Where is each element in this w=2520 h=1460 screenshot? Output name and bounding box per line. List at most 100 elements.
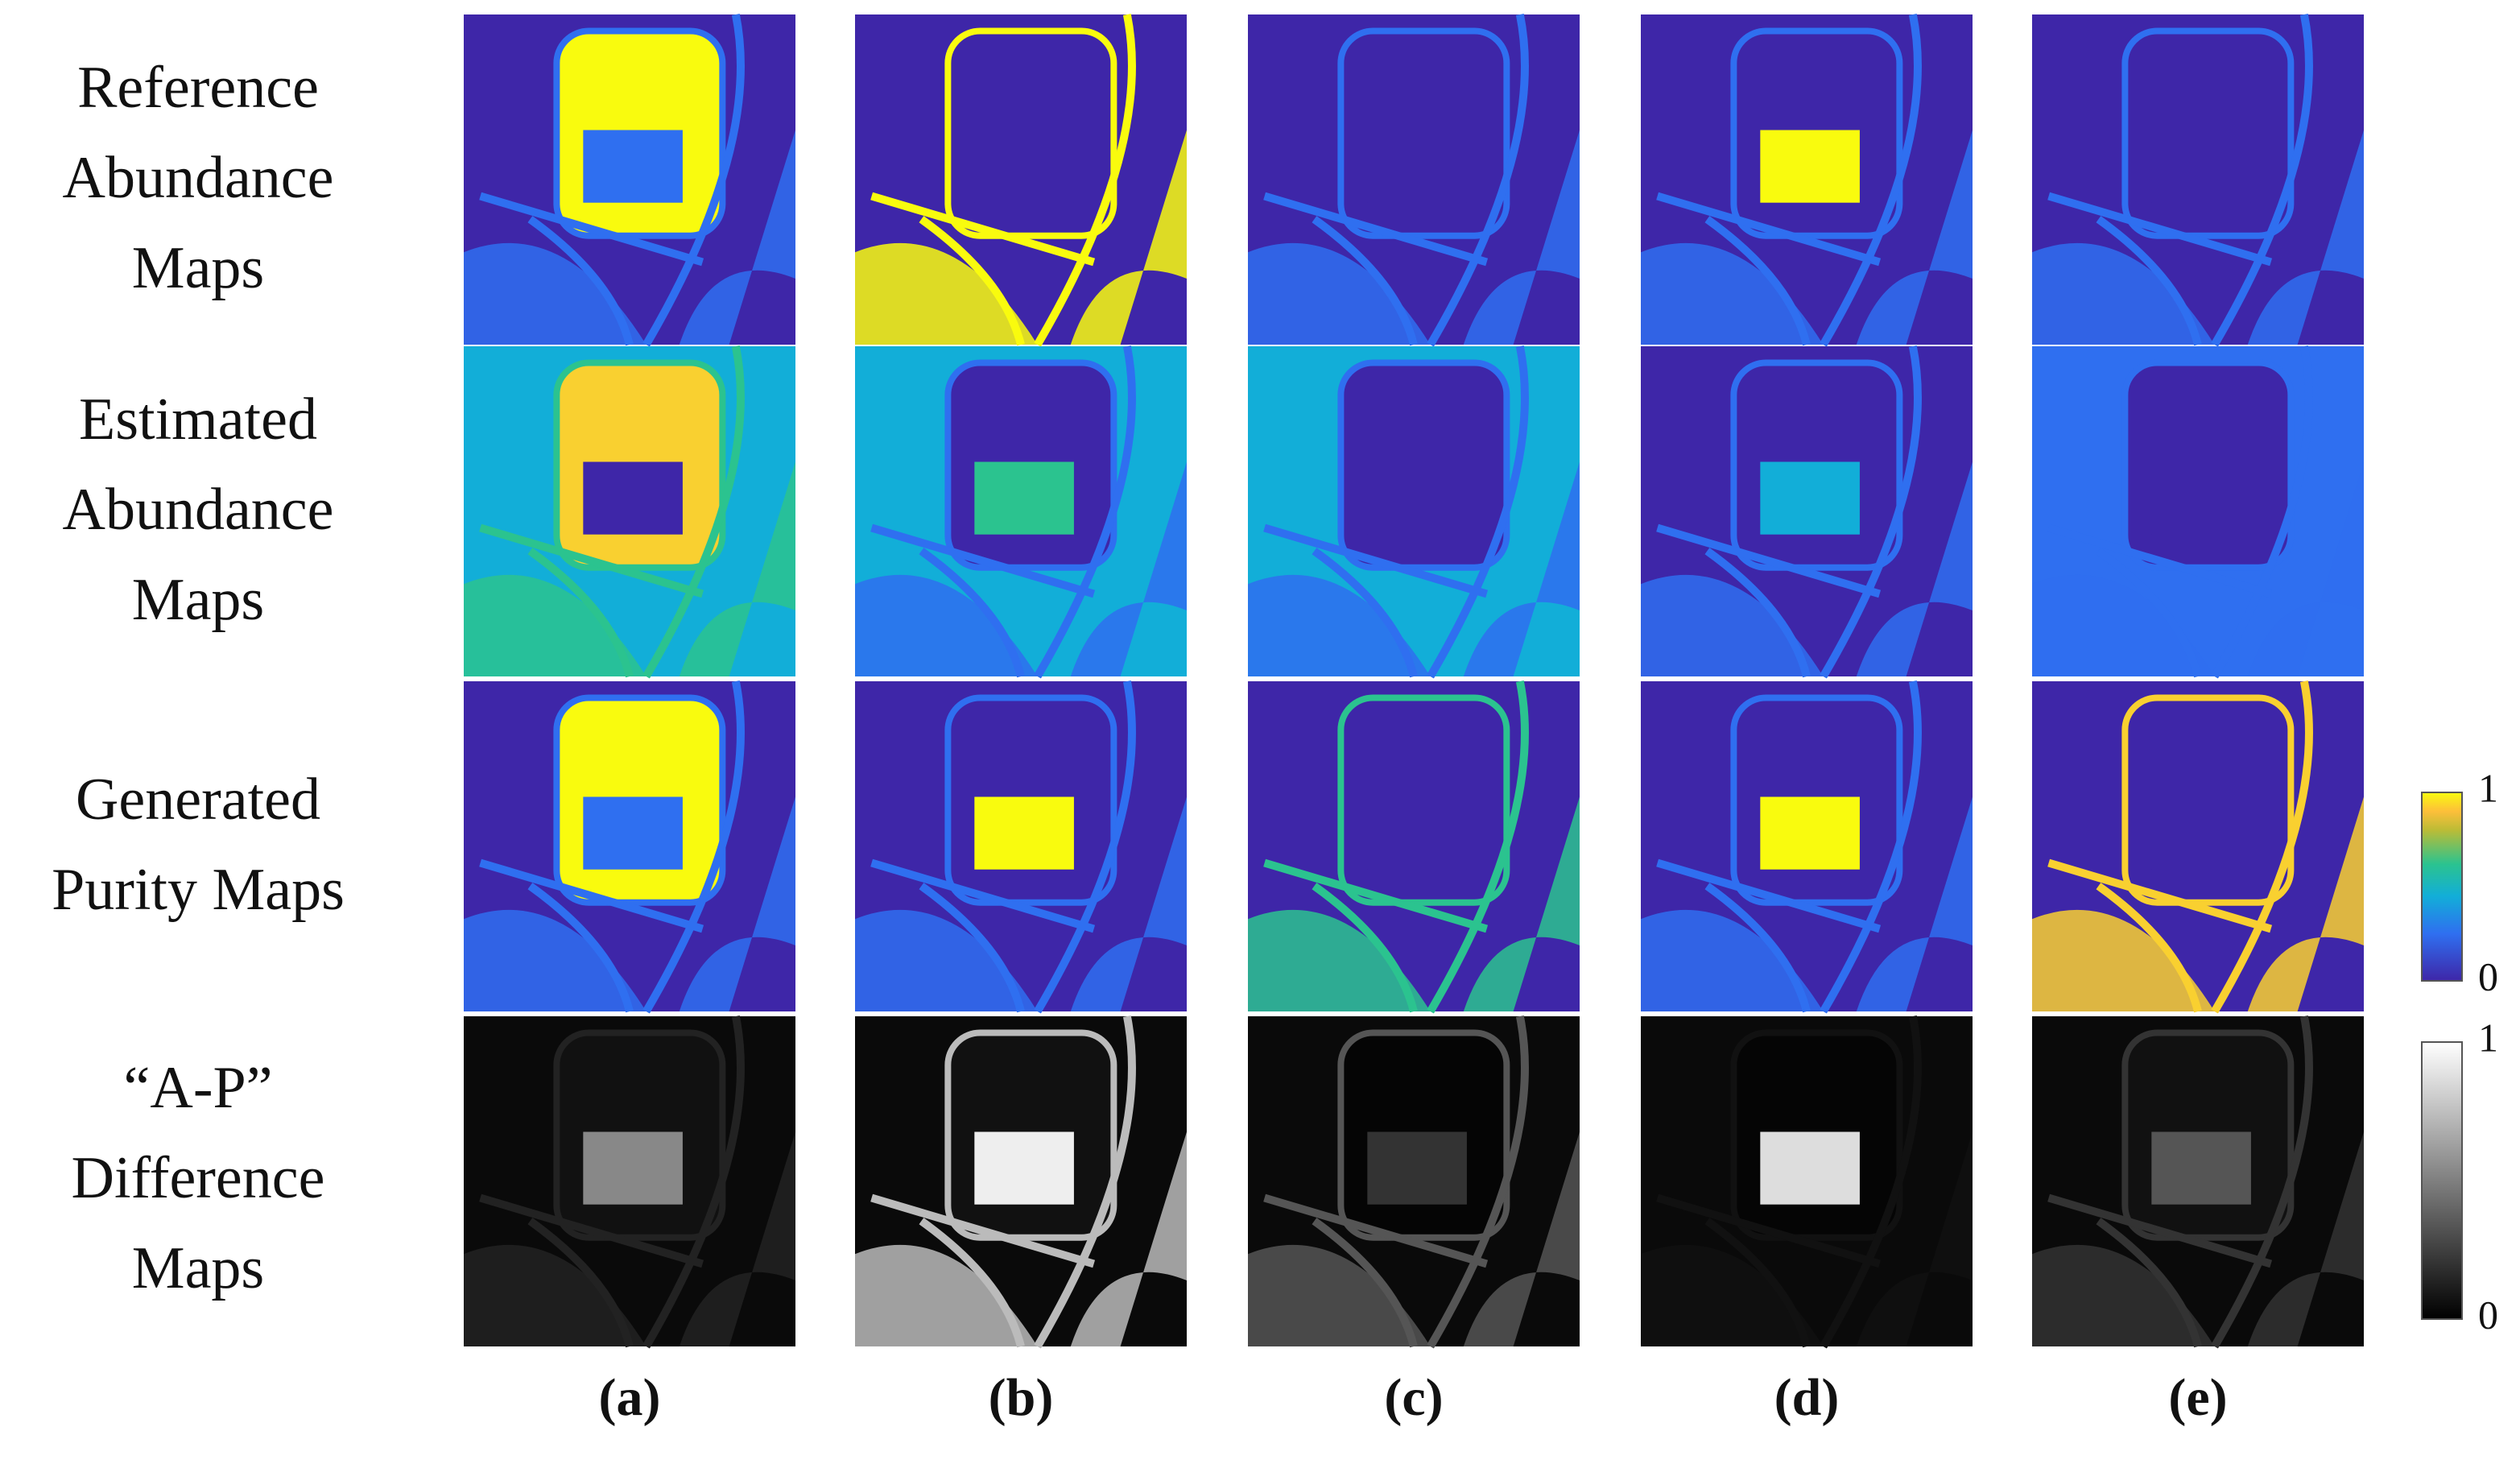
- map-land: [2032, 1131, 2364, 1346]
- map-building: [583, 461, 683, 535]
- map-building: [583, 1131, 683, 1205]
- colorbar: [2421, 1041, 2463, 1320]
- map-land: [1641, 796, 1973, 1011]
- colorbar-tick-label: 0: [2478, 1292, 2498, 1337]
- map-road: [2047, 345, 2313, 679]
- row-label: Abundance: [63, 145, 334, 211]
- map-building: [1760, 796, 1860, 870]
- map-image: [2032, 14, 2364, 347]
- map-image: [855, 680, 1187, 1014]
- map-road: [870, 1015, 1136, 1349]
- row-label: Maps: [132, 567, 264, 633]
- map-land: [1641, 130, 1973, 345]
- map-land: [464, 796, 795, 1011]
- map-building: [974, 796, 1074, 870]
- map-image: [2032, 345, 2364, 679]
- map-land: [855, 796, 1187, 1011]
- map-building: [974, 130, 1074, 203]
- map-image: [464, 680, 795, 1014]
- colorbar-tick-label: 1: [2478, 1015, 2498, 1060]
- map-building: [974, 1131, 1074, 1205]
- map-building: [2151, 1131, 2251, 1205]
- map-image: [855, 345, 1187, 679]
- map-road: [1263, 14, 1529, 347]
- map-land: [1248, 796, 1580, 1011]
- map-building: [974, 461, 1074, 535]
- row-label: Reference: [77, 55, 319, 121]
- map-image: [1641, 1015, 1973, 1349]
- map-building: [2151, 796, 2251, 870]
- map-road: [1656, 680, 1922, 1014]
- map-road: [479, 1015, 745, 1349]
- map-image: [1248, 1015, 1580, 1349]
- map-building: [1760, 461, 1860, 535]
- map-land: [855, 461, 1187, 676]
- map-land: [464, 130, 795, 345]
- map-road: [1263, 1015, 1529, 1349]
- row-label: Maps: [132, 1235, 264, 1301]
- row-label: Abundance: [63, 477, 334, 543]
- map-image: [2032, 680, 2364, 1014]
- column-label: (d): [1774, 1368, 1840, 1427]
- map-land: [1248, 130, 1580, 345]
- map-building: [2151, 130, 2251, 203]
- row-label: Generated: [76, 767, 320, 833]
- map-image: [464, 345, 795, 679]
- map-road: [2047, 680, 2313, 1014]
- map-building: [583, 796, 683, 870]
- map-road: [870, 345, 1136, 679]
- map-road: [2047, 14, 2313, 347]
- map-road: [870, 680, 1136, 1014]
- map-road: [1263, 345, 1529, 679]
- row-label: Maps: [132, 235, 264, 301]
- map-image: [855, 14, 1187, 347]
- column-label: (a): [599, 1368, 661, 1427]
- map-land: [1641, 1131, 1973, 1346]
- map-building: [1367, 461, 1467, 535]
- column-label: (c): [1384, 1368, 1443, 1427]
- map-land: [855, 130, 1187, 345]
- map-building: [2151, 461, 2251, 535]
- map-image: [1641, 345, 1973, 679]
- map-building: [1760, 130, 1860, 203]
- map-road: [479, 345, 745, 679]
- map-image: [1641, 14, 1973, 347]
- map-image: [1641, 680, 1973, 1014]
- colorbar-tick-label: 0: [2478, 953, 2498, 999]
- map-building: [1367, 796, 1467, 870]
- map-land: [2032, 461, 2364, 676]
- map-land: [2032, 796, 2364, 1011]
- map-road: [870, 14, 1136, 347]
- map-image: [1248, 14, 1580, 347]
- map-road: [1656, 345, 1922, 679]
- map-road: [1263, 680, 1529, 1014]
- map-image: [464, 1015, 795, 1349]
- map-road: [1656, 14, 1922, 347]
- row-label: Estimated: [79, 387, 317, 453]
- row-label: Purity Maps: [52, 857, 345, 923]
- map-road: [1656, 1015, 1922, 1349]
- map-image: [1248, 345, 1580, 679]
- map-building: [1760, 1131, 1860, 1205]
- colorbar-tick-label: 1: [2478, 765, 2498, 810]
- map-building: [583, 130, 683, 203]
- column-label: (b): [989, 1368, 1054, 1427]
- map-land: [464, 1131, 795, 1346]
- column-label: (e): [2168, 1368, 2227, 1427]
- map-road: [2047, 1015, 2313, 1349]
- map-land: [1641, 461, 1973, 676]
- map-image: [1248, 680, 1580, 1014]
- map-land: [855, 1131, 1187, 1346]
- map-image: [2032, 1015, 2364, 1349]
- map-land: [1248, 461, 1580, 676]
- map-road: [479, 680, 745, 1014]
- colorbar: [2421, 792, 2463, 982]
- map-land: [464, 461, 795, 676]
- row-label: Difference: [72, 1145, 325, 1211]
- row-label: “A-P”: [124, 1055, 273, 1121]
- map-image: [855, 1015, 1187, 1349]
- map-land: [2032, 130, 2364, 345]
- map-image: [464, 14, 795, 347]
